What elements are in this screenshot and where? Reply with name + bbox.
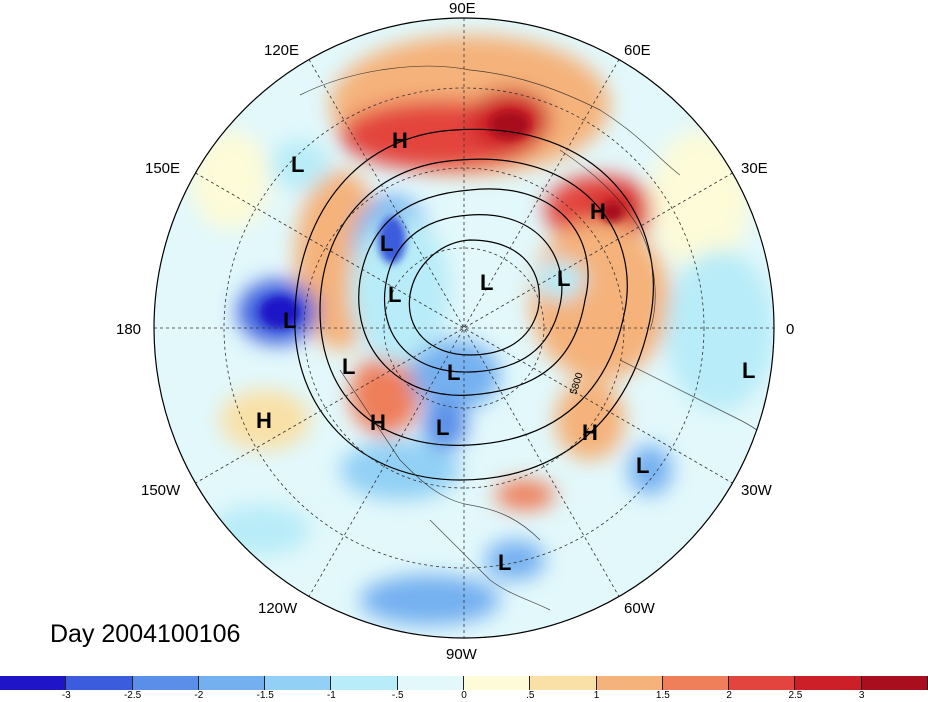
low-center: L <box>283 308 296 333</box>
colorbar-ticks: -3 -2.5 -2 -1.5 -1 -.5 0 .5 1 1.5 2 2.5 3 <box>0 690 928 702</box>
colorbar-tick-label: -1 <box>326 690 336 701</box>
colorbar-tick-label: 2 <box>726 690 732 701</box>
colorbar-swatch <box>397 676 464 690</box>
high-center: H <box>590 199 606 224</box>
lon-label-120e: 120E <box>264 42 299 59</box>
high-center: H <box>256 408 272 433</box>
lon-label-30w: 30W <box>741 482 773 499</box>
colorbar-tick-label: -.5 <box>391 690 404 701</box>
colorbar-tick-label: 2.5 <box>788 690 803 701</box>
colorbar-swatch <box>729 676 796 690</box>
height-contours <box>294 128 654 481</box>
low-center: L <box>636 453 649 478</box>
lon-label-60w: 60W <box>624 600 656 617</box>
colorbar-swatch <box>0 676 67 690</box>
low-center: L <box>447 360 460 385</box>
lon-label-150e: 150E <box>145 160 180 177</box>
low-center: L <box>436 415 449 440</box>
lon-label-90e: 90E <box>449 0 476 17</box>
low-center: L <box>342 354 355 379</box>
low-center: L <box>388 282 401 307</box>
lon-label-30e: 30E <box>741 160 768 177</box>
day-label: Day 2004100106 <box>50 620 241 648</box>
colorbar-swatch <box>662 676 730 690</box>
high-center: H <box>582 420 598 445</box>
low-center: L <box>498 550 511 575</box>
low-center: L <box>291 152 304 177</box>
anomaly-field <box>154 18 774 638</box>
low-center: L <box>380 231 393 256</box>
pressure-centers: H L L L L L H L L L H H L L H L L <box>256 128 755 575</box>
colorbar-tick-label: -2 <box>194 690 204 701</box>
low-center: L <box>480 270 493 295</box>
colorbar <box>0 676 928 690</box>
colorbar-swatch <box>596 676 663 690</box>
graticule <box>154 18 774 638</box>
longitude-labels: 90E 60E 30E 0 30W 60W 90W 120W 150W 180 … <box>116 0 794 663</box>
lon-label-180: 180 <box>116 321 141 338</box>
map-border <box>153 17 775 639</box>
lon-label-0: 0 <box>786 321 794 338</box>
colorbar-swatch <box>331 676 398 690</box>
colorbar-tick-label: .5 <box>526 690 535 701</box>
colorbar-swatch <box>132 676 199 690</box>
high-center: H <box>370 410 386 435</box>
high-center: H <box>392 128 408 153</box>
colorbar-swatch <box>198 676 266 690</box>
lon-label-90w: 90W <box>446 646 478 663</box>
low-center: L <box>742 358 755 383</box>
colorbar-tick-label: -2.5 <box>123 690 142 701</box>
lon-label-120w: 120W <box>258 600 298 617</box>
colorbar-tick-label: 1.5 <box>655 690 670 701</box>
colorbar-swatch <box>530 676 597 690</box>
colorbar-swatch <box>795 676 862 690</box>
colorbar-tick-label: -3 <box>61 690 71 701</box>
colorbar-tick-label: 1 <box>593 690 600 701</box>
colorbar-swatch <box>66 676 133 690</box>
colorbar-tick-label: 3 <box>858 690 865 701</box>
colorbar-swatch <box>861 676 928 690</box>
lon-label-60e: 60E <box>624 42 651 59</box>
colorbar-tick-label: 0 <box>461 690 467 701</box>
colorbar-swatch <box>265 676 332 690</box>
colorbar-swatch <box>463 676 531 690</box>
lon-label-150w: 150W <box>141 482 181 499</box>
colorbar-tick-label: -1.5 <box>256 690 274 701</box>
low-center: L <box>557 266 570 291</box>
